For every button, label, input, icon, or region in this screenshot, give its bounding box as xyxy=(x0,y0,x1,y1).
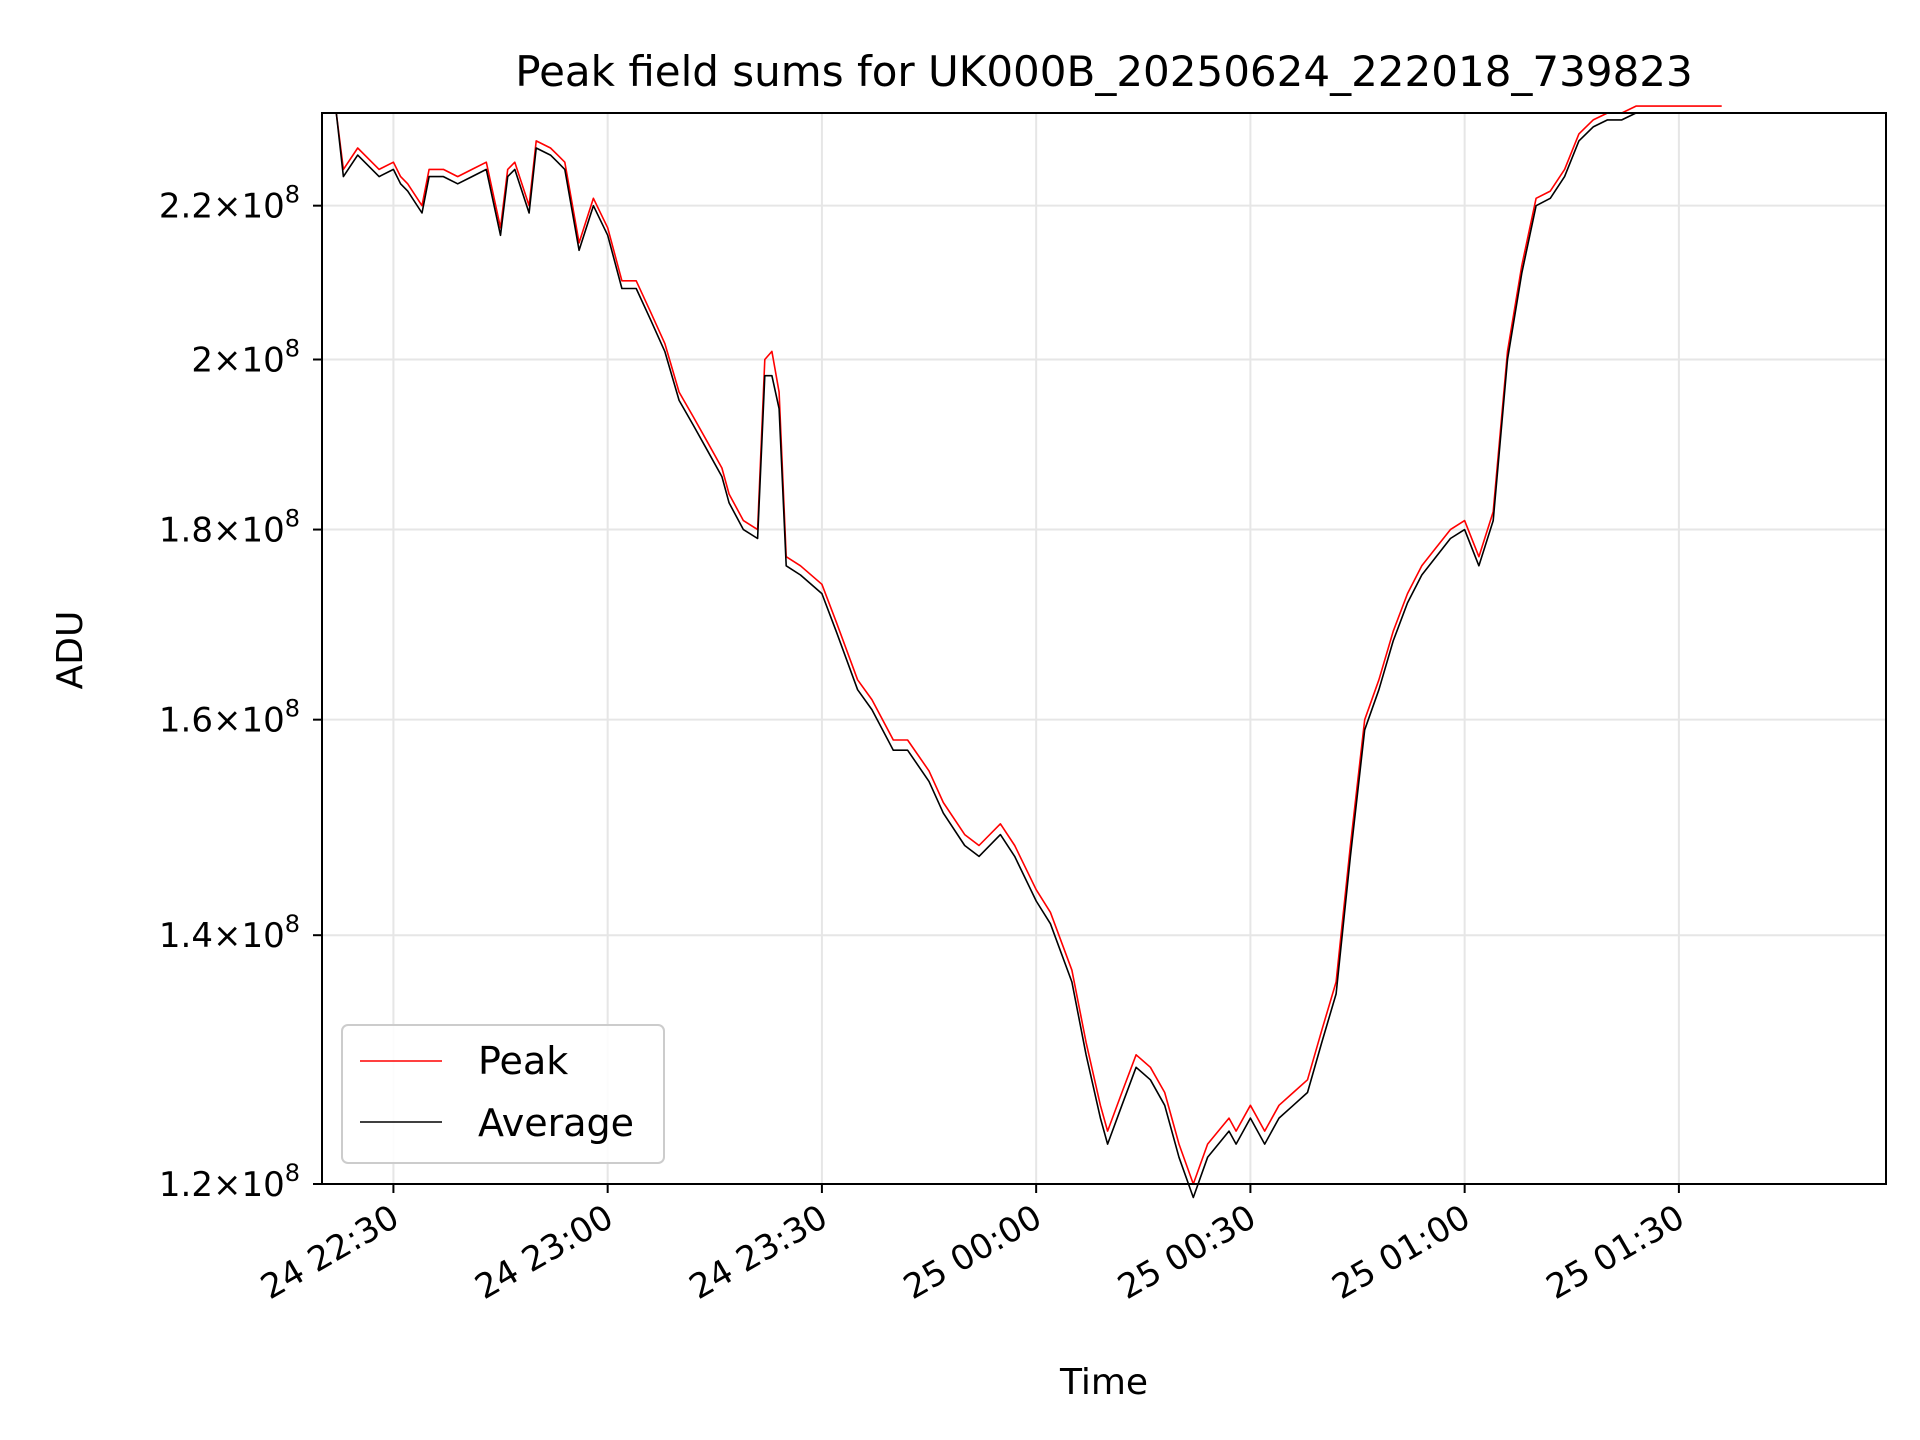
y-axis: 1.2×108 1.4×108 1.6×108 1.8×108 2×108 2.2×108 xyxy=(159,181,322,1205)
legend-box xyxy=(341,1024,665,1164)
y-tick-label: 1.4×108 xyxy=(159,910,300,956)
y-axis-title: ADU xyxy=(50,611,91,690)
legend-label-average: Average xyxy=(478,1101,634,1145)
y-tick-label: 2.2×108 xyxy=(159,181,300,227)
plot-frame xyxy=(321,112,1887,1185)
y-tick-label: 1.8×108 xyxy=(159,505,300,551)
legend: Peak Average xyxy=(341,1024,665,1164)
y-tick-label: 2×108 xyxy=(191,335,300,381)
series-line-average xyxy=(322,112,1722,1199)
series-line-peak xyxy=(322,105,1722,1185)
x-axis-title: Time xyxy=(1059,1362,1148,1403)
y-tick-label: 1.2×108 xyxy=(159,1159,300,1205)
chart-title: Peak field sums for UK000B_20250624_2220… xyxy=(515,47,1693,96)
y-tick-label: 1.6×108 xyxy=(159,695,300,741)
legend-label-peak: Peak xyxy=(478,1039,568,1083)
plot-series xyxy=(322,105,1722,1199)
